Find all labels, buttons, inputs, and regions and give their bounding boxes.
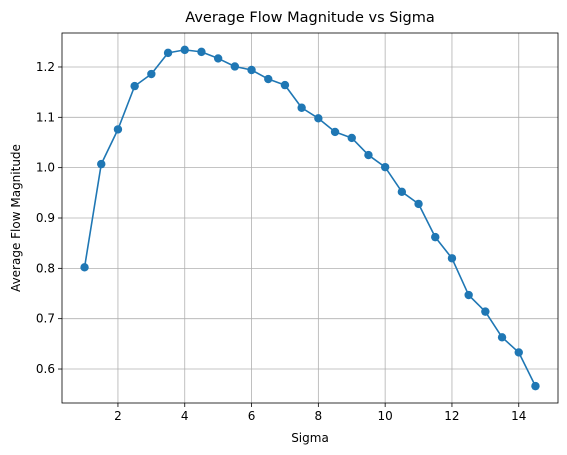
data-point (80, 263, 89, 272)
y-tick-label: 0.9 (36, 211, 55, 225)
data-point (264, 74, 273, 84)
x-tick-label: 12 (444, 409, 459, 423)
x-tick-label: 14 (511, 409, 526, 423)
x-tick-label: 8 (315, 409, 323, 423)
data-point (514, 348, 523, 357)
data-point (147, 69, 156, 79)
data-point (347, 133, 356, 143)
x-tick-label: 4 (181, 409, 189, 423)
data-point (447, 254, 457, 263)
data-point (397, 187, 407, 197)
data-point (130, 81, 139, 91)
data-point (431, 232, 440, 242)
ticks: 2 4 6 8 10 12 14 0.6 0.7 0.8 0.9 1.0 1.1 1.2 (36, 60, 526, 423)
data-point (197, 47, 206, 57)
data-point (464, 290, 473, 300)
data-point (380, 162, 390, 172)
data-point (97, 159, 106, 169)
y-tick-label: 1.2 (36, 60, 55, 74)
y-tick-label: 0.8 (36, 261, 55, 275)
series-line (83, 49, 537, 387)
x-tick-label: 10 (378, 409, 393, 423)
data-point (247, 65, 256, 75)
data-point (497, 333, 507, 342)
data-point (180, 45, 189, 55)
y-axis-label: Average Flow Magnitude (9, 144, 23, 292)
data-point (113, 125, 123, 134)
data-point (314, 114, 323, 123)
data-point (531, 381, 540, 391)
x-axis-label: Sigma (291, 431, 329, 445)
y-tick-label: 1.1 (36, 110, 55, 124)
data-point (481, 307, 490, 316)
data-point (414, 199, 423, 209)
x-tick-label: 2 (114, 409, 122, 423)
y-tick-label: 0.7 (36, 312, 55, 326)
data-point (297, 103, 306, 112)
series-layer (80, 45, 540, 391)
chart-title: Average Flow Magnitude vs Sigma (185, 10, 434, 26)
data-point (213, 54, 223, 63)
data-point (330, 127, 340, 137)
grid (62, 33, 558, 403)
data-point (230, 62, 240, 71)
data-point (280, 80, 290, 90)
y-tick-label: 1.0 (36, 161, 55, 175)
y-tick-label: 0.6 (36, 362, 55, 376)
data-point (163, 48, 173, 58)
x-tick-label: 6 (248, 409, 256, 423)
data-point (364, 150, 373, 160)
